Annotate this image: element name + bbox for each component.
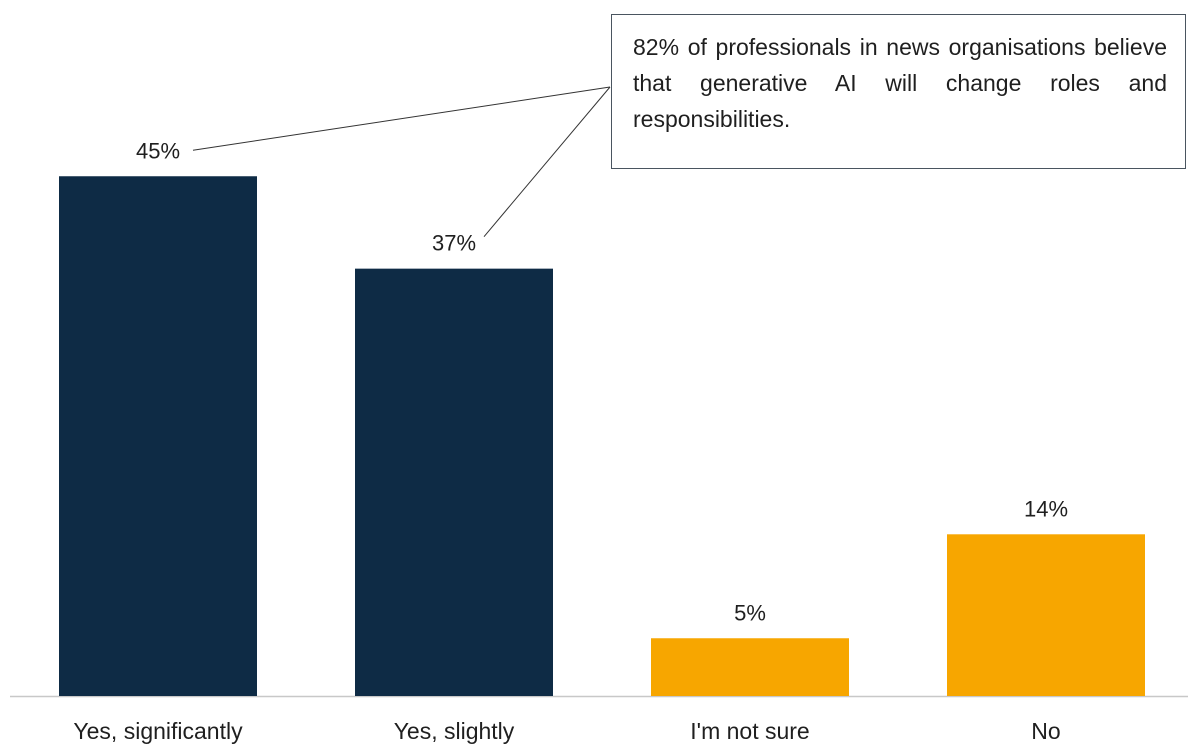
bar-i-m-not-sure <box>651 638 849 696</box>
x-tick-label: No <box>1031 718 1060 744</box>
annotation-text: 82% of professionals in news organisatio… <box>633 34 1167 132</box>
data-label: 45% <box>136 138 180 163</box>
callout-leader-line <box>192 86 611 151</box>
x-tick-label: Yes, significantly <box>73 718 243 744</box>
callout-leader-line <box>483 86 611 237</box>
data-label: 5% <box>734 600 766 625</box>
bar-yes-significantly <box>59 176 257 696</box>
x-tick-label: Yes, slightly <box>394 718 515 744</box>
x-tick-label: I'm not sure <box>690 718 809 744</box>
annotation-callout-box: 82% of professionals in news organisatio… <box>611 14 1186 169</box>
bar-yes-slightly <box>355 268 553 696</box>
bar-no <box>947 534 1145 696</box>
data-label: 14% <box>1024 496 1068 521</box>
data-label: 37% <box>432 231 476 256</box>
